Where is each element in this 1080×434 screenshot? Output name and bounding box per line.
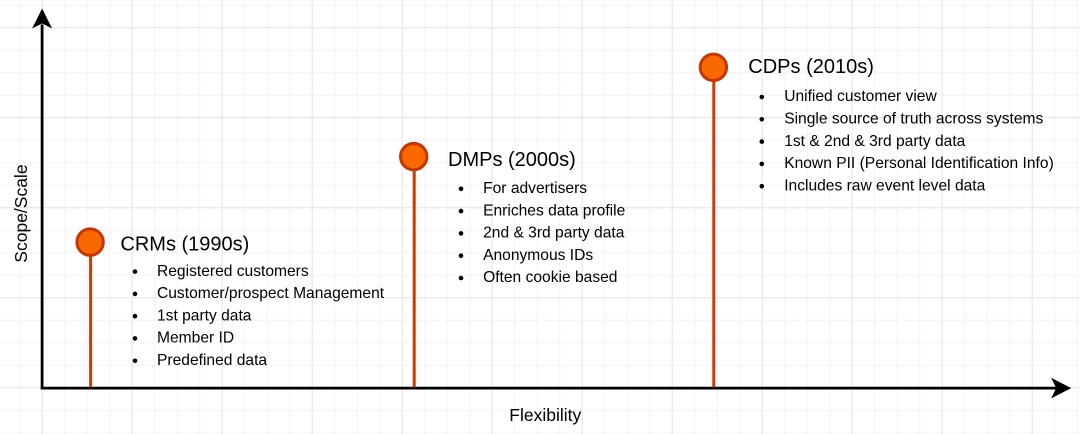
svg-text:CDPs (2010s): CDPs (2010s) (748, 56, 874, 78)
svg-text:DMPs (2000s): DMPs (2000s) (448, 149, 576, 171)
svg-text:Predefined data: Predefined data (157, 352, 267, 369)
svg-text:For advertisers: For advertisers (483, 180, 587, 197)
svg-text:CRMs (1990s): CRMs (1990s) (120, 233, 249, 255)
svg-text:Member ID: Member ID (157, 330, 234, 347)
svg-text:2nd & 3rd party data: 2nd & 3rd party data (483, 225, 625, 242)
svg-text:Anonymous IDs: Anonymous IDs (483, 247, 593, 264)
svg-text:Registered customers: Registered customers (157, 263, 309, 280)
svg-text:Known PII (Personal Identifica: Known PII (Personal Identification Info) (784, 155, 1054, 172)
svg-text:Often cookie based: Often cookie based (483, 269, 617, 286)
svg-text:Enriches data profile: Enriches data profile (483, 202, 625, 219)
svg-text:Unified customer view: Unified customer view (784, 88, 937, 105)
svg-text:Flexibility: Flexibility (509, 405, 581, 425)
svg-text:Scope/Scale: Scope/Scale (11, 164, 31, 262)
svg-text:1st party data: 1st party data (157, 307, 252, 324)
svg-text:Customer/prospect Management: Customer/prospect Management (157, 285, 385, 302)
svg-text:Single source of truth across: Single source of truth across systems (784, 111, 1043, 128)
svg-text:1st & 2nd & 3rd party data: 1st & 2nd & 3rd party data (784, 133, 965, 150)
svg-text:Includes raw event level data: Includes raw event level data (784, 177, 985, 194)
